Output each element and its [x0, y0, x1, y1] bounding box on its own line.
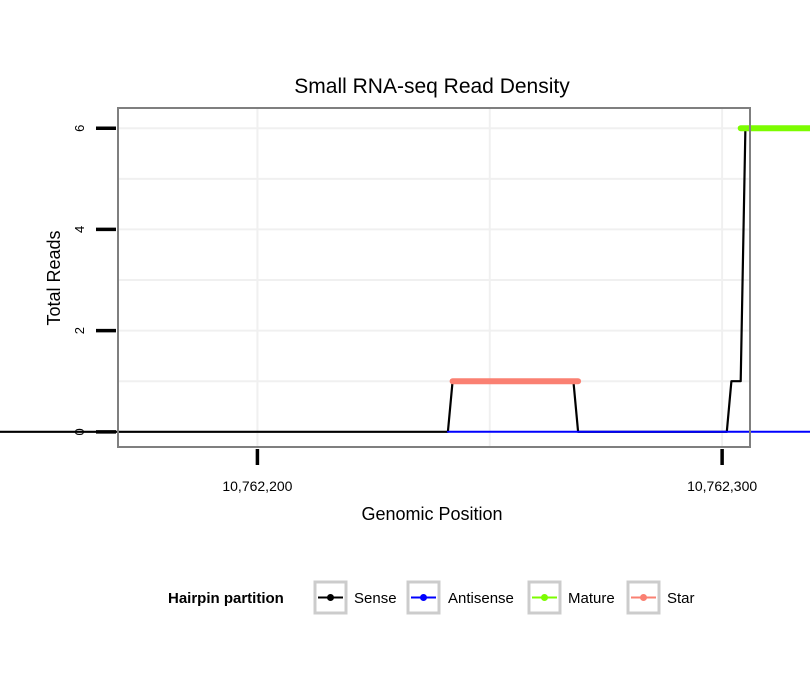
y-tick-label: 2 — [72, 327, 87, 334]
y-tick-label: 4 — [72, 226, 87, 233]
series-line-sense — [0, 127, 810, 433]
grid-layer — [118, 108, 750, 447]
legend-swatch-point — [640, 594, 647, 601]
legend-items: Sense Antisense Mature Star — [313, 580, 695, 615]
legend-label: Antisense — [448, 590, 514, 607]
series-layer — [0, 125, 810, 433]
legend-swatch-point — [327, 594, 334, 601]
legend-label: Star — [667, 590, 695, 607]
x-axis-label: Genomic Position — [361, 504, 502, 524]
legend-label: Mature — [568, 590, 615, 607]
y-tick-label: 0 — [72, 428, 87, 435]
x-tick-label: 10,762,200 — [222, 478, 292, 494]
legend: Hairpin partition Sense Antisense Mature St… — [168, 580, 695, 615]
chart-title: Small RNA-seq Read Density — [294, 75, 570, 98]
legend-label: Sense — [354, 590, 397, 607]
axis-layer: 0 2 4 6 10,762,200 10,762,300 — [72, 125, 757, 494]
legend-swatch-point — [420, 594, 427, 601]
x-tick-label: 10,762,300 — [687, 478, 757, 494]
plot-frame — [117, 107, 751, 448]
y-axis-label: Total Reads — [44, 230, 64, 325]
y-tick-label: 6 — [72, 125, 87, 132]
legend-title: Hairpin partition — [168, 590, 284, 607]
legend-swatch-point — [541, 594, 548, 601]
